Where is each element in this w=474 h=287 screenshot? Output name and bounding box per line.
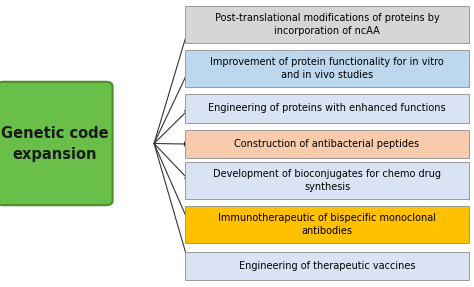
FancyBboxPatch shape [185, 6, 469, 43]
FancyBboxPatch shape [185, 94, 469, 123]
FancyBboxPatch shape [185, 162, 469, 199]
FancyBboxPatch shape [185, 50, 469, 87]
FancyBboxPatch shape [0, 82, 112, 205]
Text: Engineering of proteins with enhanced functions: Engineering of proteins with enhanced fu… [208, 104, 446, 113]
Text: Post-translational modifications of proteins by
incorporation of ncAA: Post-translational modifications of prot… [215, 13, 439, 36]
Text: Engineering of therapeutic vaccines: Engineering of therapeutic vaccines [239, 261, 415, 271]
FancyBboxPatch shape [185, 206, 469, 243]
Text: Immunotherapeutic of bispecific monoclonal
antibodies: Immunotherapeutic of bispecific monoclon… [218, 213, 436, 236]
Text: Construction of antibacterial peptides: Construction of antibacterial peptides [235, 139, 419, 149]
FancyBboxPatch shape [185, 252, 469, 280]
Text: Genetic code
expansion: Genetic code expansion [0, 125, 109, 162]
Text: Development of bioconjugates for chemo drug
synthesis: Development of bioconjugates for chemo d… [213, 169, 441, 192]
FancyBboxPatch shape [185, 130, 469, 158]
Text: Improvement of protein functionality for in vitro
and in vivo studies: Improvement of protein functionality for… [210, 57, 444, 80]
